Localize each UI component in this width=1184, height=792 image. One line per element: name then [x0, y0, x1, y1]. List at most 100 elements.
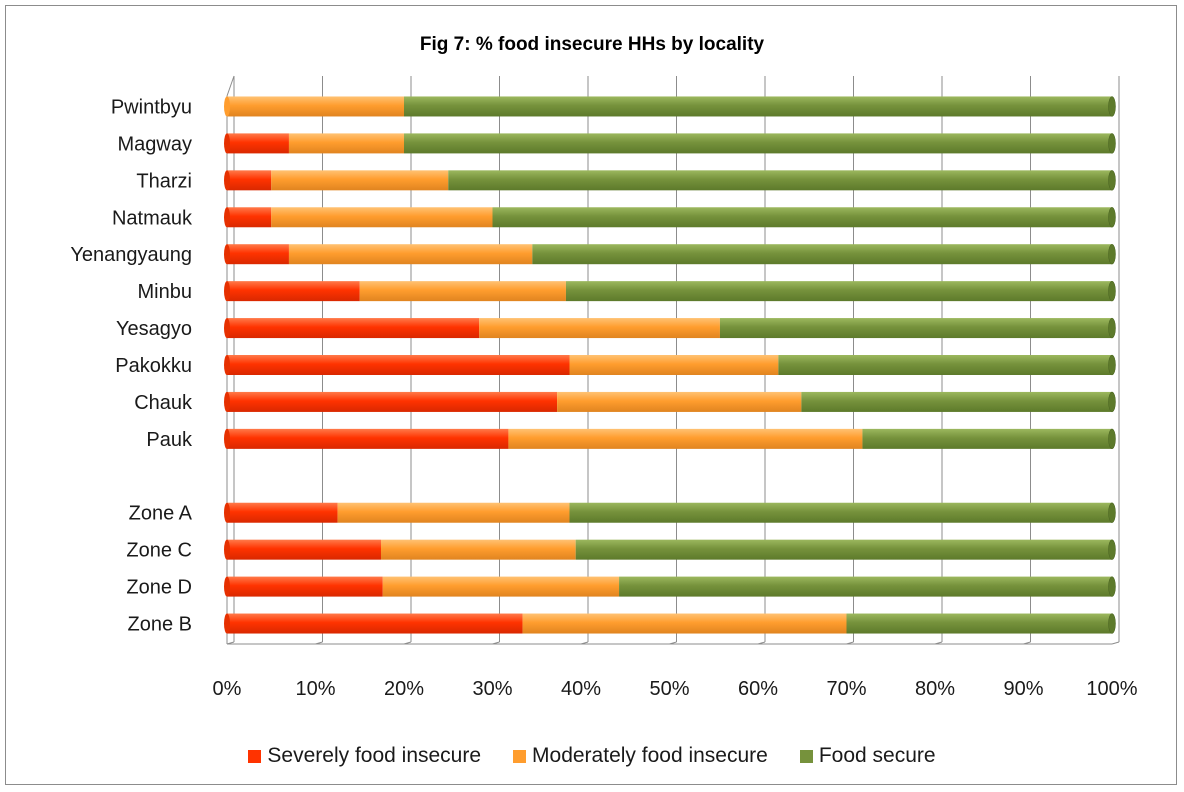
y-category-label: Zone C: [126, 540, 192, 562]
bar-severe: [227, 428, 509, 449]
bar-start-cap: [224, 576, 230, 597]
bar-moderate: [227, 96, 404, 117]
bar-severe: [227, 391, 558, 412]
y-category-label: Chauk: [134, 392, 193, 414]
legend-label-secure: Food secure: [818, 744, 936, 767]
bar-end-cap: [1108, 391, 1116, 413]
bar-end-cap: [1108, 207, 1116, 228]
legend-swatch-severe: [248, 749, 262, 763]
bar-end-cap: [1108, 576, 1116, 597]
bar-start-cap: [224, 96, 230, 117]
bar-secure: [846, 613, 1112, 634]
bar-severe: [227, 576, 383, 597]
bar-severe: [227, 244, 289, 265]
x-tick-label: 90%: [1003, 678, 1043, 700]
x-tick-label: 40%: [561, 678, 601, 700]
bar-start-cap: [224, 355, 230, 375]
bar-start-cap: [224, 170, 230, 191]
bar-moderate: [359, 281, 566, 302]
bar-secure: [862, 428, 1112, 449]
bar-secure: [448, 170, 1112, 191]
bar-start-cap: [224, 207, 230, 228]
y-category-label: Pakokku: [115, 355, 192, 377]
y-category-label: Zone B: [128, 614, 192, 636]
bar-severe: [227, 170, 272, 191]
bar-severe: [227, 207, 272, 228]
bar-moderate: [337, 502, 570, 523]
bar-end-cap: [1108, 243, 1116, 265]
bar-moderate: [271, 207, 493, 228]
bar-secure: [404, 133, 1112, 154]
bar-moderate: [479, 318, 720, 339]
bar-moderate: [382, 576, 620, 597]
side-wall-top: [226, 75, 235, 97]
y-category-label: Yenangyaung: [70, 244, 192, 266]
bar-end-cap: [1108, 96, 1116, 117]
y-category-label: Pwintbyu: [111, 96, 192, 118]
legend-item-severe: Severely food insecure: [248, 744, 481, 768]
bar-end-cap: [1108, 613, 1116, 634]
bar-secure: [404, 96, 1112, 117]
bar-secure: [532, 244, 1112, 265]
bar-start-cap: [224, 539, 230, 560]
bar-severe: [227, 318, 480, 339]
legend-label-moderate: Moderately food insecure: [532, 744, 768, 767]
y-category-label: Tharzi: [136, 170, 192, 192]
bar-moderate: [557, 391, 802, 412]
x-tick-label: 10%: [295, 678, 335, 700]
x-tick-label: 30%: [472, 678, 512, 700]
x-tick-label: 100%: [1086, 678, 1137, 700]
bar-start-cap: [224, 613, 230, 634]
bar-end-cap: [1108, 354, 1116, 376]
y-category-label: Yesagyo: [116, 318, 192, 340]
legend-swatch-secure: [799, 749, 813, 763]
legend-item-secure: Food secure: [799, 744, 936, 768]
bar-start-cap: [224, 428, 230, 449]
bar-moderate: [508, 428, 863, 449]
bar-moderate: [288, 244, 533, 265]
bar-secure: [801, 391, 1112, 412]
floor-line: [1111, 641, 1120, 645]
x-tick-label: 80%: [915, 678, 955, 700]
bar-end-cap: [1108, 170, 1116, 191]
legend-label-severe: Severely food insecure: [267, 744, 482, 767]
bar-start-cap: [224, 281, 230, 302]
bar-secure: [778, 355, 1112, 375]
legend-swatch-moderate: [513, 749, 527, 763]
y-category-label: Pauk: [146, 429, 193, 451]
y-category-label: Natmauk: [112, 207, 193, 229]
x-tick-label: 0%: [213, 678, 242, 700]
bar-severe: [227, 539, 381, 560]
bar-moderate: [271, 170, 449, 191]
y-category-label: Magway: [118, 133, 192, 155]
bar-secure: [492, 207, 1112, 228]
bar-end-cap: [1108, 133, 1116, 154]
bar-end-cap: [1108, 539, 1116, 560]
bar-start-cap: [224, 391, 230, 412]
bar-start-cap: [224, 244, 230, 265]
y-category-label: Minbu: [138, 281, 192, 303]
bar-end-cap: [1108, 280, 1116, 302]
bar-end-cap: [1108, 502, 1116, 523]
bar-secure: [619, 576, 1112, 597]
bar-moderate: [288, 133, 404, 154]
bar-start-cap: [224, 502, 230, 523]
y-category-label: Zone D: [126, 577, 192, 599]
bar-severe: [227, 281, 360, 302]
bar-secure: [565, 281, 1112, 302]
legend: Severely food insecure Moderately food i…: [0, 744, 1184, 768]
x-tick-label: 70%: [826, 678, 866, 700]
x-tick-label: 20%: [384, 678, 424, 700]
bar-severe: [227, 502, 338, 523]
bar-severe: [227, 133, 289, 154]
bar-severe: [227, 355, 570, 375]
bar-secure: [575, 539, 1112, 560]
bar-start-cap: [224, 133, 230, 154]
bar-end-cap: [1108, 317, 1116, 339]
bar-secure: [569, 502, 1112, 523]
bar-moderate: [569, 355, 779, 375]
bar-end-cap: [1108, 428, 1116, 450]
x-tick-label: 50%: [649, 678, 689, 700]
bar-moderate: [522, 613, 847, 634]
